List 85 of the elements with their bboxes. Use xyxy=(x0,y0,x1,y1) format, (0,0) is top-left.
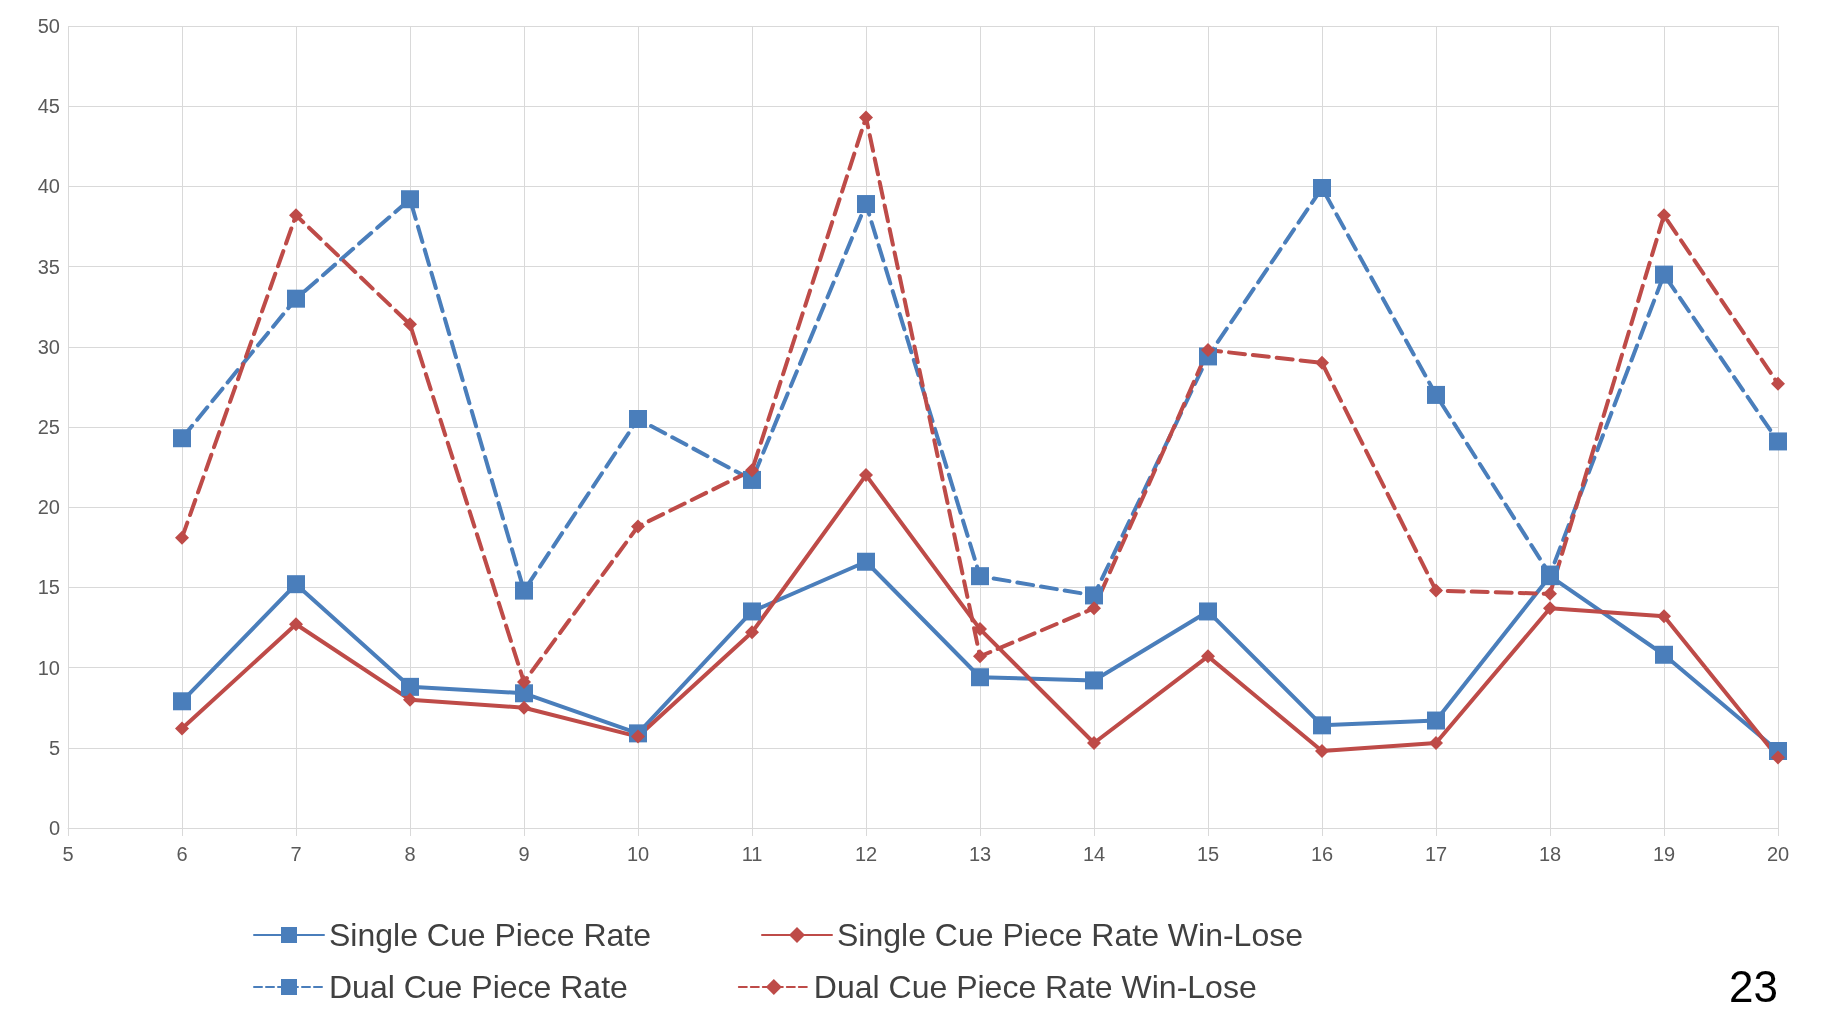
point xyxy=(289,208,303,223)
point xyxy=(1655,265,1673,284)
point xyxy=(1429,583,1443,598)
x-tick-label: 9 xyxy=(518,843,530,865)
y-tick-label: 15 xyxy=(37,576,60,599)
point xyxy=(1771,750,1785,765)
x-tick-label: 18 xyxy=(1538,843,1562,865)
point xyxy=(631,519,645,534)
point xyxy=(631,729,645,744)
y-tick-label: 25 xyxy=(37,416,60,438)
x-tick-label: 11 xyxy=(741,843,763,865)
x-tick-label: 10 xyxy=(626,843,650,865)
point xyxy=(1655,645,1673,664)
point xyxy=(745,625,759,640)
y-tick-label: 0 xyxy=(48,817,60,839)
text: 23 xyxy=(1729,961,1779,1011)
legend-label: Dual Cue Piece Rate xyxy=(329,969,628,1005)
point xyxy=(175,530,189,545)
y-tick-label: 45 xyxy=(37,95,60,118)
point xyxy=(859,468,873,483)
y-tick-label: 50 xyxy=(37,15,60,37)
point xyxy=(1085,671,1103,690)
x-tick-label: 12 xyxy=(854,843,878,865)
point xyxy=(629,409,647,428)
point xyxy=(743,602,761,621)
y-tick-label: 40 xyxy=(37,175,60,198)
point xyxy=(287,289,305,308)
point xyxy=(173,429,191,448)
legend-label: Single Cue Piece Rate xyxy=(329,917,651,953)
point xyxy=(1087,735,1101,750)
x-tick-label: 16 xyxy=(1310,843,1334,865)
point xyxy=(1315,744,1329,759)
point xyxy=(1771,376,1785,391)
legend-label: Dual Cue Piece Rate Win-Lose xyxy=(813,969,1257,1005)
point xyxy=(1315,355,1329,370)
y-tick-label: 20 xyxy=(37,496,60,519)
point xyxy=(1427,385,1445,404)
point xyxy=(857,552,875,571)
x-tick-label: 5 xyxy=(62,843,74,865)
legend-label: Single Cue Piece Rate Win-Lose xyxy=(836,917,1303,953)
point xyxy=(971,567,989,586)
point xyxy=(175,721,189,736)
point xyxy=(517,700,531,715)
x-tick-label: 7 xyxy=(290,843,302,865)
x-tick-label: 17 xyxy=(1424,843,1448,865)
point xyxy=(287,575,305,594)
x-tick-label: 14 xyxy=(1082,843,1106,865)
point xyxy=(1201,343,1215,358)
point xyxy=(971,668,989,687)
point xyxy=(857,195,875,214)
point xyxy=(1313,716,1331,735)
point xyxy=(517,675,531,690)
point xyxy=(1201,649,1215,664)
point xyxy=(515,684,533,703)
y-tick-label: 35 xyxy=(37,255,60,278)
point xyxy=(1087,601,1101,616)
point xyxy=(1769,432,1787,451)
point xyxy=(401,190,419,209)
point xyxy=(1543,586,1557,601)
x-tick-label: 13 xyxy=(968,843,992,865)
point xyxy=(1085,586,1103,605)
point xyxy=(289,617,303,632)
point xyxy=(1657,609,1671,624)
point xyxy=(973,649,987,664)
point xyxy=(745,463,759,478)
x-tick-label: 20 xyxy=(1766,843,1790,865)
x-tick-label: 15 xyxy=(1196,843,1220,865)
y-tick-label: 10 xyxy=(37,656,60,679)
point xyxy=(173,692,191,711)
point xyxy=(403,317,417,332)
x-tick-label: 8 xyxy=(404,843,416,865)
point xyxy=(1657,208,1671,223)
x-tick-label: 19 xyxy=(1652,843,1676,865)
point xyxy=(515,581,533,600)
point xyxy=(1199,602,1217,621)
point xyxy=(1543,601,1557,616)
point xyxy=(1313,179,1331,197)
point xyxy=(403,692,417,707)
y-tick-label: 30 xyxy=(37,335,60,358)
x-tick-label: 6 xyxy=(176,843,188,865)
point xyxy=(401,677,419,696)
point xyxy=(1429,735,1443,750)
point xyxy=(973,622,987,637)
y-tick-label: 5 xyxy=(48,736,60,759)
point xyxy=(1427,711,1445,730)
